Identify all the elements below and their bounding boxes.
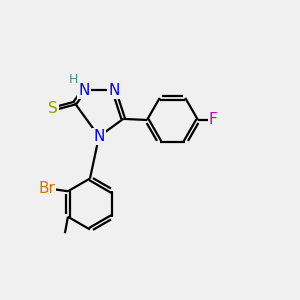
Text: Br: Br xyxy=(38,181,56,196)
Text: F: F xyxy=(208,112,217,128)
Text: H: H xyxy=(69,73,78,86)
Text: N: N xyxy=(78,83,90,98)
Text: S: S xyxy=(48,101,58,116)
Text: N: N xyxy=(108,83,120,98)
Text: N: N xyxy=(93,129,105,144)
